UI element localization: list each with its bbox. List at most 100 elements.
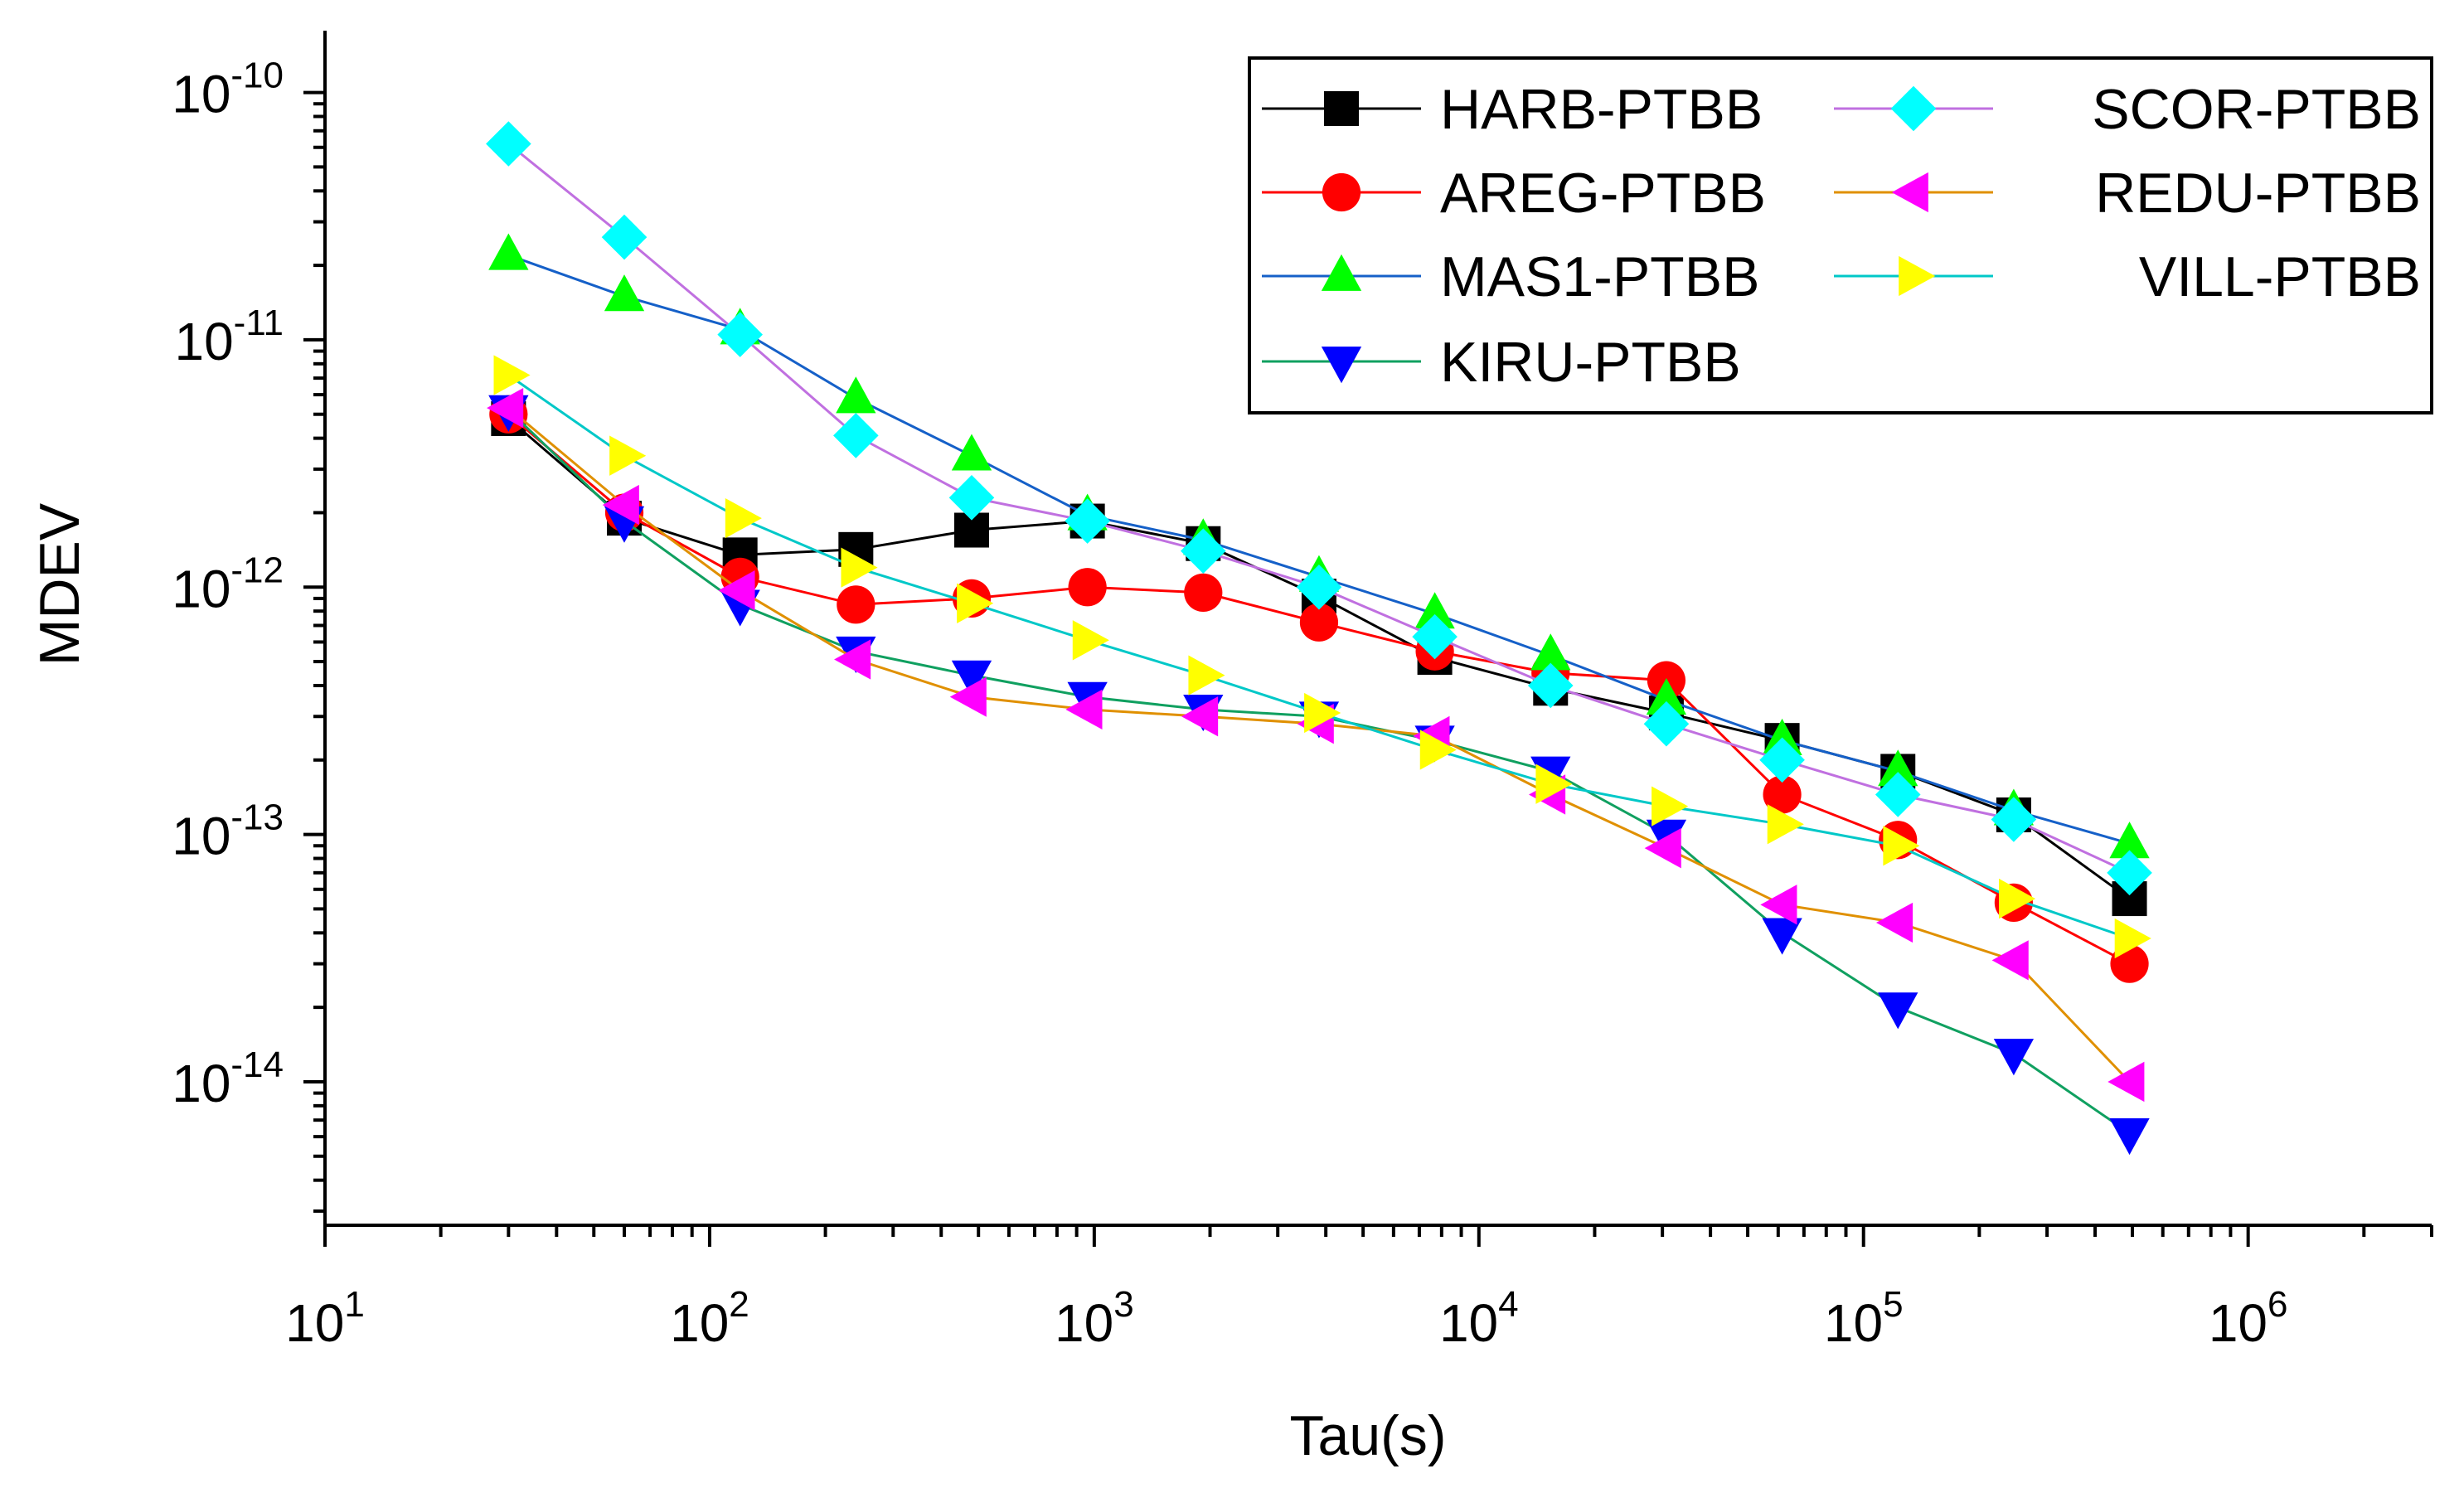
x-axis: 101 102 103 104 105 106 — [285, 1225, 2433, 1353]
y-tick-label: 10-11 — [174, 303, 284, 371]
data-point-redu-ptbb — [949, 676, 987, 717]
data-point-kiru-ptbb — [1993, 1039, 2035, 1076]
legend-item-mas1-ptbb: MAS1-PTBB — [1262, 245, 1759, 308]
data-point-scor-ptbb — [601, 214, 648, 260]
data-point-scor-ptbb — [948, 475, 995, 521]
legend-label-redu-ptbb: REDU-PTBB — [2095, 162, 2421, 225]
series-scor-ptbb — [486, 121, 2152, 896]
y-tick-label-exponent: -14 — [230, 1045, 284, 1085]
y-axis-label: MDEV — [28, 502, 91, 666]
data-point-mas1-ptbb — [1530, 633, 1571, 671]
legend-item-redu-ptbb: REDU-PTBB — [1834, 162, 2421, 225]
data-point-scor-ptbb — [1412, 613, 1458, 660]
data-point-redu-ptbb — [2107, 1061, 2145, 1103]
data-point-kiru-ptbb — [2109, 1118, 2150, 1156]
y-tick-label-base: 10 — [172, 807, 230, 866]
data-point-scor-ptbb — [717, 312, 763, 357]
x-tick-label-exponent: 6 — [2268, 1284, 2287, 1325]
data-point-scor-ptbb — [1527, 662, 1574, 709]
data-point-areg-ptbb — [1068, 568, 1107, 607]
x-tick-label: 101 — [285, 1284, 365, 1353]
legend-marker-mas1-ptbb — [1321, 254, 1362, 291]
legend-label-areg-ptbb: AREG-PTBB — [1440, 162, 1766, 225]
data-point-vill-ptbb — [1767, 804, 1804, 845]
data-point-mas1-ptbb — [1878, 749, 1918, 787]
data-point-vill-ptbb — [1188, 655, 1225, 696]
legend-item-harb-ptbb: HARB-PTBB — [1262, 78, 1763, 141]
y-tick-label-base: 10 — [172, 1054, 230, 1113]
data-point-scor-ptbb — [486, 121, 531, 167]
y-tick-label: 10-12 — [172, 550, 284, 618]
legend-marker-harb-ptbb — [1324, 91, 1359, 126]
legend-label-kiru-ptbb: KIRU-PTBB — [1440, 331, 1741, 394]
legend-item-areg-ptbb: AREG-PTBB — [1262, 162, 1766, 225]
data-point-areg-ptbb — [1763, 775, 1802, 814]
legend-marker-kiru-ptbb — [1321, 347, 1362, 384]
data-point-scor-ptbb — [1759, 737, 1805, 783]
data-point-mas1-ptbb — [1646, 678, 1687, 715]
data-point-vill-ptbb — [1652, 786, 1689, 826]
y-tick-label-exponent: -11 — [234, 303, 284, 343]
data-point-scor-ptbb — [1065, 498, 1110, 544]
legend-label-scor-ptbb: SCOR-PTBB — [2092, 78, 2421, 141]
x-tick-label: 104 — [1439, 1284, 1519, 1353]
y-tick-label: 10-14 — [172, 1045, 284, 1113]
data-point-mas1-ptbb — [488, 233, 529, 270]
legend-item-scor-ptbb: SCOR-PTBB — [1834, 78, 2421, 141]
legend-label-vill-ptbb: VILL-PTBB — [2139, 245, 2421, 308]
data-point-kiru-ptbb — [1762, 918, 1802, 955]
data-point-redu-ptbb — [487, 388, 524, 429]
data-point-vill-ptbb — [493, 355, 531, 395]
data-point-redu-ptbb — [834, 639, 871, 680]
data-point-vill-ptbb — [841, 547, 878, 588]
data-point-redu-ptbb — [602, 484, 639, 526]
data-point-vill-ptbb — [1419, 730, 1457, 770]
x-tick-label-exponent: 3 — [1113, 1284, 1133, 1325]
data-point-vill-ptbb — [957, 583, 994, 623]
legend-marker-areg-ptbb — [1322, 172, 1361, 212]
data-point-mas1-ptbb — [836, 376, 876, 414]
data-point-areg-ptbb — [1299, 603, 1339, 642]
y-tick-label-base: 10 — [172, 559, 230, 618]
data-point-vill-ptbb — [2114, 918, 2151, 959]
data-point-vill-ptbb — [1072, 620, 1109, 661]
data-point-mas1-ptbb — [1762, 718, 1802, 756]
x-tick-label-base: 10 — [1055, 1293, 1113, 1353]
x-tick-label-base: 10 — [285, 1293, 344, 1353]
data-point-mas1-ptbb — [604, 274, 645, 312]
y-tick-label: 10-10 — [172, 56, 284, 124]
data-point-redu-ptbb — [718, 570, 755, 611]
data-point-vill-ptbb — [725, 497, 762, 539]
x-tick-label-exponent: 4 — [1498, 1284, 1518, 1325]
data-point-redu-ptbb — [1065, 689, 1103, 730]
data-point-scor-ptbb — [833, 413, 879, 458]
legend-marker-vill-ptbb — [1899, 255, 1936, 297]
x-tick-label-exponent: 5 — [1883, 1284, 1903, 1325]
x-tick-label-base: 10 — [1824, 1293, 1883, 1353]
data-point-mas1-ptbb — [2109, 822, 2150, 859]
y-tick-label-exponent: -13 — [230, 797, 284, 838]
y-tick-label-exponent: -10 — [230, 56, 284, 96]
data-point-redu-ptbb — [1644, 828, 1681, 869]
data-point-areg-ptbb — [837, 585, 875, 624]
series-layer — [486, 121, 2152, 1156]
data-point-kiru-ptbb — [951, 660, 992, 697]
data-point-scor-ptbb — [1991, 797, 2037, 842]
x-axis-label: Tau(s) — [1290, 1404, 1447, 1467]
data-point-scor-ptbb — [1643, 700, 1690, 747]
data-point-redu-ptbb — [1875, 902, 1913, 943]
data-point-vill-ptbb — [1999, 878, 2036, 919]
data-point-scor-ptbb — [1296, 564, 1342, 610]
data-point-scor-ptbb — [2107, 850, 2152, 896]
data-point-scor-ptbb — [1875, 772, 1921, 817]
data-point-vill-ptbb — [1304, 692, 1341, 734]
data-point-mas1-ptbb — [1414, 592, 1455, 629]
legend-label-mas1-ptbb: MAS1-PTBB — [1440, 245, 1759, 308]
data-point-redu-ptbb — [1181, 696, 1219, 737]
x-tick-label: 106 — [2209, 1284, 2288, 1353]
y-tick-label-exponent: -12 — [230, 550, 284, 590]
legend-item-kiru-ptbb: KIRU-PTBB — [1262, 331, 1741, 394]
x-tick-label-base: 10 — [1439, 1293, 1498, 1353]
